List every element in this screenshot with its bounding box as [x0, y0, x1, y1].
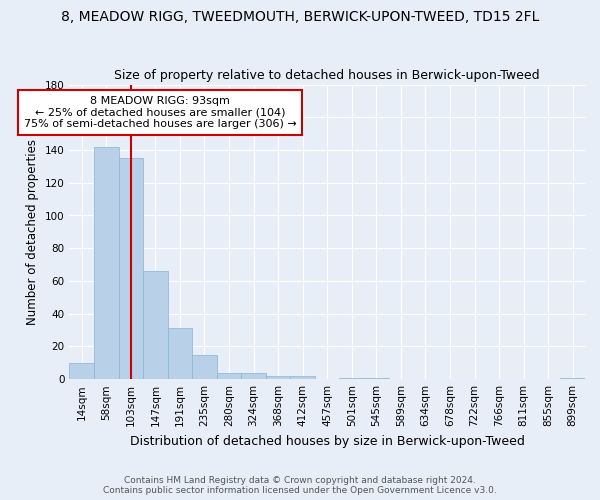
Text: 8 MEADOW RIGG: 93sqm
← 25% of detached houses are smaller (104)
75% of semi-deta: 8 MEADOW RIGG: 93sqm ← 25% of detached h… [24, 96, 296, 129]
Bar [364, 378, 389, 379]
Bar [94, 147, 119, 379]
Bar [167, 328, 192, 379]
Bar [340, 378, 364, 379]
Bar [241, 372, 266, 379]
Bar [266, 376, 290, 379]
Y-axis label: Number of detached properties: Number of detached properties [26, 139, 39, 325]
Bar [560, 378, 585, 379]
X-axis label: Distribution of detached houses by size in Berwick-upon-Tweed: Distribution of detached houses by size … [130, 434, 524, 448]
Bar [192, 354, 217, 379]
Bar [70, 363, 94, 379]
Title: Size of property relative to detached houses in Berwick-upon-Tweed: Size of property relative to detached ho… [115, 69, 540, 82]
Text: Contains HM Land Registry data © Crown copyright and database right 2024.
Contai: Contains HM Land Registry data © Crown c… [103, 476, 497, 495]
Bar [143, 271, 167, 379]
Text: 8, MEADOW RIGG, TWEEDMOUTH, BERWICK-UPON-TWEED, TD15 2FL: 8, MEADOW RIGG, TWEEDMOUTH, BERWICK-UPON… [61, 10, 539, 24]
Bar [217, 372, 241, 379]
Bar [290, 376, 315, 379]
Bar [119, 158, 143, 379]
